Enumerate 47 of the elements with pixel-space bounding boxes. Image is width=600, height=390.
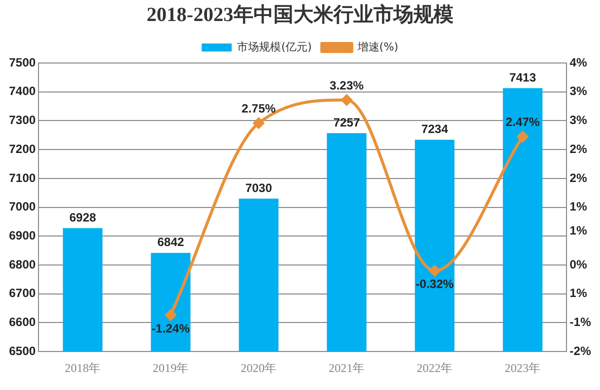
y-tick-label: 6600 [8,315,36,330]
data-label: 6928 [69,210,96,224]
legend-label: 市场规模(亿元) [237,40,312,54]
y-tick-label: 7300 [8,113,36,128]
point [517,131,528,142]
data-label: -1.24% [152,321,190,336]
chart-title: 2018-2023年中国大米行业市场规模 [146,3,454,26]
x-tick-label: 2020年 [240,360,277,375]
y-tick-label: 6500 [8,344,36,358]
x-tick-label: 2019年 [152,360,189,375]
x-tick-label: 2021年 [328,360,365,375]
y-tick-label: 6700 [8,286,36,300]
data-label: 7413 [509,70,536,84]
data-label: 2.75% [242,101,276,116]
point [165,310,176,321]
x-tick-label: 2023年 [504,360,541,375]
data-label: -0.32% [416,277,454,292]
y-tick-label: 7500 [8,55,36,70]
y2-tick-label: 3% [570,84,588,98]
y2-tick-label: 4% [570,55,588,70]
y2-tick-label: -2% [570,344,592,358]
data-label: 6842 [157,235,184,250]
y2-tick-label: 1% [570,286,588,300]
y2-tick-label: 2% [570,142,588,156]
y2-tick-label: 0% [570,257,588,272]
y2-tick-label: -1% [570,315,592,330]
point [429,265,440,276]
y-tick-label: 7400 [8,84,36,98]
y2-tick-label: 1% [570,224,588,238]
y-tick-label: 7000 [8,200,36,214]
y-tick-label: 6800 [8,257,36,272]
y2-tick-label: 3% [570,113,588,128]
x-tick-label: 2022年 [416,360,453,375]
y-tick-label: 6900 [8,228,36,242]
data-label: 3.23% [330,78,364,92]
legend-label: 增速(%) [356,40,398,54]
y2-tick-label: 1% [570,200,588,214]
data-label: 7030 [245,180,272,195]
y-tick-label: 7100 [8,170,36,185]
x-tick-label: 2018年 [64,360,101,375]
point [341,94,352,106]
data-label: 7234 [421,122,448,136]
data-label: 7257 [333,115,360,130]
point [253,118,264,129]
y-tick-label: 7200 [8,142,36,156]
data-label: 2.47% [506,114,540,129]
y2-tick-label: 2% [570,170,588,185]
